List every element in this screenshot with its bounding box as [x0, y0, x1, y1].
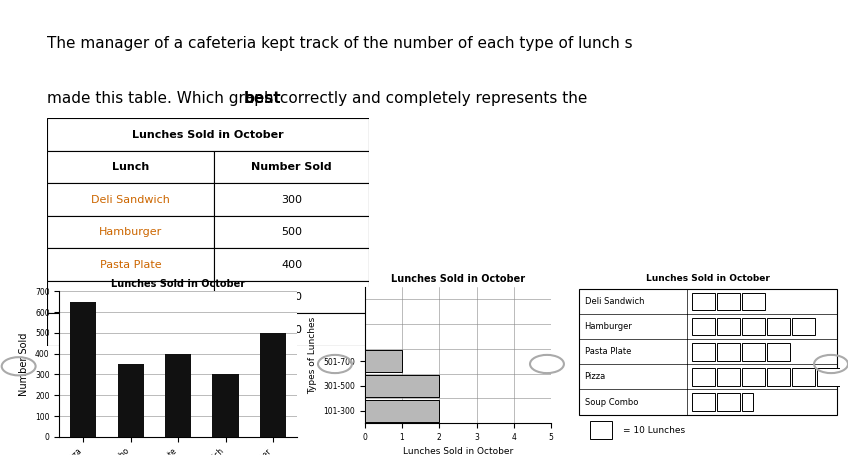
- Text: 500: 500: [281, 227, 302, 237]
- FancyBboxPatch shape: [792, 318, 815, 335]
- FancyBboxPatch shape: [692, 343, 715, 360]
- FancyBboxPatch shape: [215, 313, 369, 346]
- FancyBboxPatch shape: [767, 318, 789, 335]
- FancyBboxPatch shape: [47, 151, 215, 183]
- FancyBboxPatch shape: [47, 183, 215, 216]
- FancyBboxPatch shape: [717, 394, 739, 411]
- Bar: [70, 302, 96, 437]
- Text: 350: 350: [281, 324, 302, 334]
- Y-axis label: Number Sold: Number Sold: [20, 332, 30, 396]
- FancyBboxPatch shape: [47, 216, 215, 248]
- FancyBboxPatch shape: [692, 394, 715, 411]
- FancyBboxPatch shape: [215, 151, 369, 183]
- Text: Pizza: Pizza: [116, 292, 144, 302]
- Bar: [365, 350, 402, 372]
- FancyBboxPatch shape: [717, 368, 739, 385]
- Text: Pasta Plate: Pasta Plate: [99, 259, 161, 269]
- FancyBboxPatch shape: [792, 368, 815, 385]
- Y-axis label: Types of Lunches: Types of Lunches: [309, 316, 317, 394]
- FancyBboxPatch shape: [692, 293, 715, 310]
- FancyBboxPatch shape: [215, 281, 369, 313]
- Text: Pizza: Pizza: [584, 373, 605, 381]
- FancyBboxPatch shape: [767, 368, 789, 385]
- Bar: [213, 374, 238, 437]
- Bar: [260, 333, 286, 437]
- Text: 400: 400: [281, 259, 302, 269]
- FancyBboxPatch shape: [47, 281, 215, 313]
- Text: Lunches Sold in October: Lunches Sold in October: [132, 130, 283, 140]
- FancyBboxPatch shape: [717, 318, 739, 335]
- Bar: [365, 399, 439, 422]
- Text: Number Sold: Number Sold: [251, 162, 332, 172]
- FancyBboxPatch shape: [215, 183, 369, 216]
- Bar: [118, 364, 143, 437]
- FancyBboxPatch shape: [692, 368, 715, 385]
- Text: Hamburger: Hamburger: [99, 227, 162, 237]
- FancyBboxPatch shape: [579, 289, 837, 415]
- FancyBboxPatch shape: [47, 248, 215, 281]
- FancyBboxPatch shape: [842, 368, 848, 385]
- FancyBboxPatch shape: [817, 368, 840, 385]
- FancyBboxPatch shape: [215, 248, 369, 281]
- FancyBboxPatch shape: [742, 368, 765, 385]
- X-axis label: Lunches Sold in October: Lunches Sold in October: [403, 447, 513, 455]
- Bar: [365, 375, 439, 397]
- Title: Lunches Sold in October: Lunches Sold in October: [391, 274, 525, 284]
- Text: Lunch: Lunch: [112, 162, 149, 172]
- Text: 650: 650: [281, 292, 302, 302]
- Text: made this table. Which graph: made this table. Which graph: [47, 91, 278, 106]
- Text: Pasta Plate: Pasta Plate: [584, 347, 631, 356]
- FancyBboxPatch shape: [590, 421, 612, 439]
- Text: best: best: [244, 91, 282, 106]
- Text: = 10 Lunches: = 10 Lunches: [622, 425, 685, 435]
- FancyBboxPatch shape: [742, 343, 765, 360]
- FancyBboxPatch shape: [215, 216, 369, 248]
- Text: Soup Combo: Soup Combo: [584, 398, 638, 406]
- Text: The manager of a cafeteria kept track of the number of each type of lunch s: The manager of a cafeteria kept track of…: [47, 36, 633, 51]
- Text: 300: 300: [281, 195, 302, 205]
- FancyBboxPatch shape: [742, 318, 765, 335]
- Title: Lunches Sold in October: Lunches Sold in October: [111, 279, 245, 289]
- Text: Hamburger: Hamburger: [584, 322, 633, 331]
- Text: Deli Sandwich: Deli Sandwich: [91, 195, 170, 205]
- FancyBboxPatch shape: [692, 318, 715, 335]
- Text: Soup Combo: Soup Combo: [95, 324, 165, 334]
- Bar: [165, 354, 191, 437]
- FancyBboxPatch shape: [717, 293, 739, 310]
- Text: Lunches Sold in October: Lunches Sold in October: [646, 273, 770, 283]
- FancyBboxPatch shape: [742, 394, 753, 411]
- FancyBboxPatch shape: [47, 313, 215, 346]
- FancyBboxPatch shape: [47, 118, 369, 151]
- FancyBboxPatch shape: [717, 343, 739, 360]
- Text: correctly and completely represents the: correctly and completely represents the: [275, 91, 587, 106]
- FancyBboxPatch shape: [742, 293, 765, 310]
- FancyBboxPatch shape: [767, 343, 789, 360]
- Text: Deli Sandwich: Deli Sandwich: [584, 297, 644, 306]
